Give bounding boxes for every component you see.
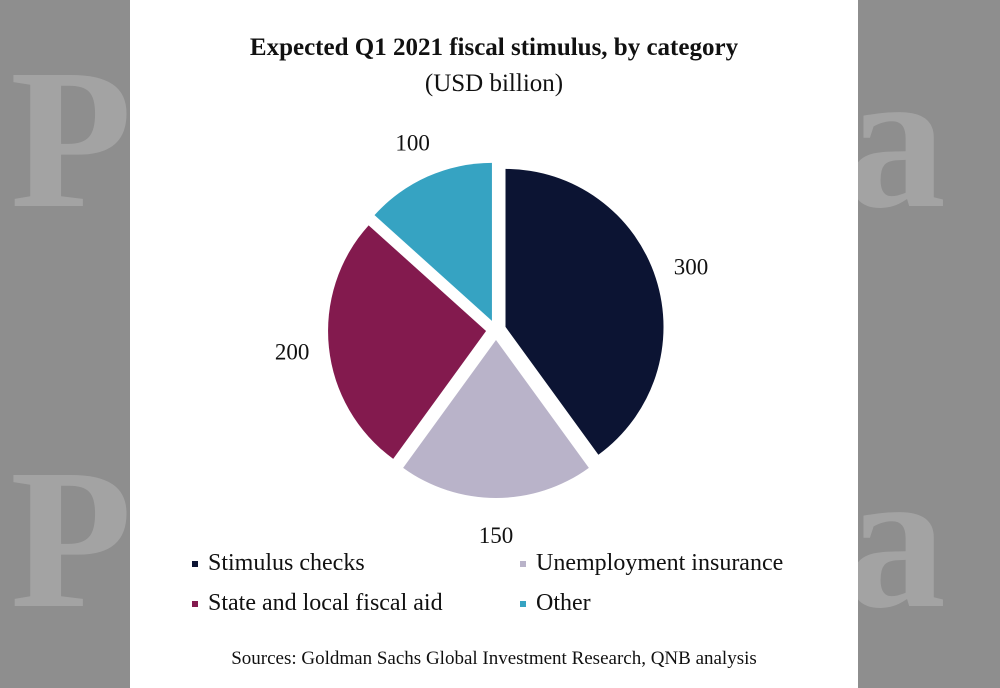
chart-panel: Expected Q1 2021 fiscal stimulus, by cat…: [130, 0, 858, 688]
watermark-glyph: a: [858, 429, 946, 650]
legend-item-other: Other: [520, 590, 591, 617]
watermark-left: P P: [0, 0, 130, 688]
watermark-right: a a: [858, 0, 1000, 688]
legend-swatch: [192, 560, 198, 567]
data-label-other: 100: [395, 131, 430, 156]
legend-swatch: [192, 600, 198, 607]
legend-label: Other: [536, 590, 591, 616]
legend-swatch: [520, 560, 526, 567]
watermark-glyph: P: [10, 29, 130, 250]
pie-slice-unemployment-insurance: [403, 340, 589, 498]
legend-item-state-local-aid: State and local fiscal aid: [192, 590, 443, 617]
data-label-state-local-aid: 200: [275, 339, 310, 364]
data-label-unemployment-insurance: 150: [479, 523, 514, 548]
legend-swatch: [520, 600, 526, 607]
legend-label: State and local fiscal aid: [208, 590, 443, 616]
pie-chart: 300 150 200 100: [275, 131, 709, 548]
source-note: Sources: Goldman Sachs Global Investment…: [231, 648, 757, 669]
watermark-glyph: a: [858, 29, 946, 250]
legend-item-stimulus-checks: Stimulus checks: [192, 550, 365, 577]
legend-label: Stimulus checks: [208, 550, 365, 576]
data-label-stimulus-checks: 300: [674, 255, 709, 280]
pie-slice-state-local-aid: [328, 225, 487, 459]
watermark-glyph: P: [10, 429, 130, 650]
legend-item-unemployment-insurance: Unemployment insurance: [520, 550, 783, 577]
legend-label: Unemployment insurance: [536, 550, 784, 576]
pie-slice-stimulus-checks: [505, 168, 664, 455]
chart-subtitle: (USD billion): [424, 70, 564, 97]
pie-slice-other: [374, 162, 492, 321]
chart-title: Expected Q1 2021 fiscal stimulus, by cat…: [249, 34, 739, 61]
